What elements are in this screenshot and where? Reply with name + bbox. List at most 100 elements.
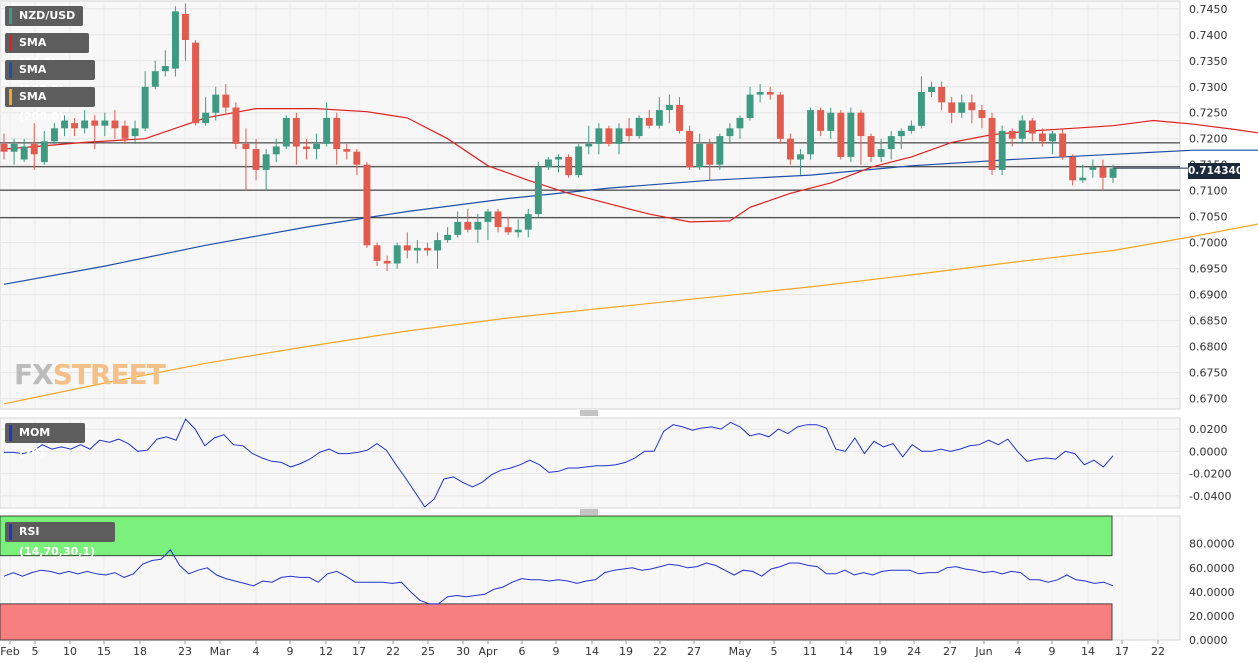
candle-body: [676, 104, 683, 131]
candle-body: [161, 66, 169, 72]
candle-body: [1018, 120, 1026, 139]
candle-body: [565, 156, 573, 176]
candle-body: [262, 154, 270, 170]
candle-body: [373, 245, 381, 261]
candle-body: [978, 110, 986, 118]
price-tick-label: 0.7450: [1189, 3, 1228, 16]
candle-body: [494, 211, 502, 228]
candle-body: [897, 130, 905, 137]
mom-line: [4, 418, 1114, 508]
candle-body: [464, 221, 472, 230]
legend-symbol[interactable]: NZD/USD: [5, 6, 83, 26]
candle-body: [303, 146, 310, 150]
legend-mom[interactable]: MOM (20): [5, 423, 85, 459]
x-tick-label: 27: [943, 645, 957, 658]
candle-body: [51, 128, 58, 142]
legend-rsi[interactable]: RSI (14,70,30,1): [5, 522, 115, 558]
candle-body: [706, 143, 714, 165]
x-tick-label: 23: [178, 645, 192, 658]
x-tick-label: 9: [1049, 645, 1056, 658]
price-tick-label: 0.6900: [1189, 289, 1228, 302]
candle-body: [484, 211, 492, 222]
candle-body: [393, 245, 401, 264]
sma100-line: [3, 149, 1258, 285]
legend-sma20[interactable]: SMA (20,0): [5, 33, 89, 69]
candle-body: [454, 221, 462, 235]
candle-body: [928, 86, 935, 92]
candle-body: [81, 120, 89, 129]
candle-body: [887, 136, 895, 150]
candle-body: [605, 128, 613, 144]
candle-body: [141, 86, 149, 129]
candle-body: [585, 143, 593, 147]
x-tick-label: 17: [1115, 645, 1129, 658]
candle-body: [363, 164, 371, 246]
candle-body: [817, 110, 825, 131]
x-tick-label: 22: [653, 645, 667, 658]
legend-sma100[interactable]: SMA (100,0): [5, 60, 95, 96]
price-tick-label: 0.6800: [1189, 341, 1228, 354]
candle-body: [686, 130, 693, 168]
candle-body: [232, 107, 240, 144]
candle-body: [131, 128, 139, 137]
candle-body: [847, 112, 855, 157]
x-tick-label: 14: [1081, 645, 1095, 658]
candle-body: [242, 143, 250, 150]
candle-body: [635, 117, 643, 137]
candle-body: [434, 240, 441, 251]
candle-body: [877, 149, 885, 157]
rsi-tick-label: 60.0000: [1189, 562, 1235, 575]
x-tick-label: 11: [803, 645, 817, 658]
candle-body: [787, 138, 794, 160]
legend-sma200[interactable]: SMA (200,0): [5, 87, 95, 123]
candle-body: [766, 92, 774, 95]
candle-body: [1099, 167, 1107, 178]
candle-body: [918, 92, 925, 126]
x-tick-label: 5: [771, 645, 778, 658]
candle-body: [121, 125, 129, 139]
candle-body: [222, 94, 230, 108]
x-tick-label: 4: [1015, 645, 1022, 658]
candle-body: [666, 104, 673, 111]
mom-tick-label: -0.0200: [1189, 468, 1231, 481]
candle-body: [696, 143, 704, 168]
candle-body: [192, 42, 199, 124]
x-tick-label: 25: [421, 645, 435, 658]
price-tick-label: 0.6750: [1189, 367, 1228, 380]
x-tick-label: 22: [1151, 645, 1165, 658]
rsi-tick-label: 40.0000: [1189, 586, 1235, 599]
candle-body: [746, 94, 754, 118]
candle-body: [313, 143, 320, 150]
candle-body: [383, 260, 391, 264]
candle-body: [958, 102, 966, 113]
x-tick-label: Apr: [478, 645, 498, 658]
candle-body: [403, 245, 411, 251]
candle-body: [837, 112, 845, 157]
candle-body: [655, 110, 663, 126]
candle-body: [111, 120, 119, 129]
panel-splitter[interactable]: [580, 509, 598, 515]
candle-body: [1008, 130, 1016, 139]
price-tick-label: 0.7100: [1189, 185, 1228, 198]
price-tick-label: 0.7350: [1189, 55, 1228, 68]
candle-body: [40, 141, 48, 163]
candle-body: [575, 146, 583, 176]
candle-body: [333, 117, 341, 150]
candle-body: [776, 94, 784, 139]
panel-splitter[interactable]: [580, 410, 598, 416]
candle-body: [1079, 177, 1087, 181]
candle-body: [30, 143, 38, 155]
candle-body: [1039, 133, 1046, 142]
candle-body: [71, 123, 78, 129]
x-tick-label: 10: [63, 645, 77, 658]
x-tick-label: 4: [253, 645, 260, 658]
mom-tick-label: 0.0000: [1189, 445, 1228, 458]
x-tick-label: Jun: [974, 645, 992, 658]
x-tick-label: Feb: [0, 645, 19, 658]
x-tick-label: 14: [585, 645, 599, 658]
candle-body: [827, 112, 835, 131]
candle-body: [282, 117, 290, 147]
candle-body: [323, 117, 331, 144]
